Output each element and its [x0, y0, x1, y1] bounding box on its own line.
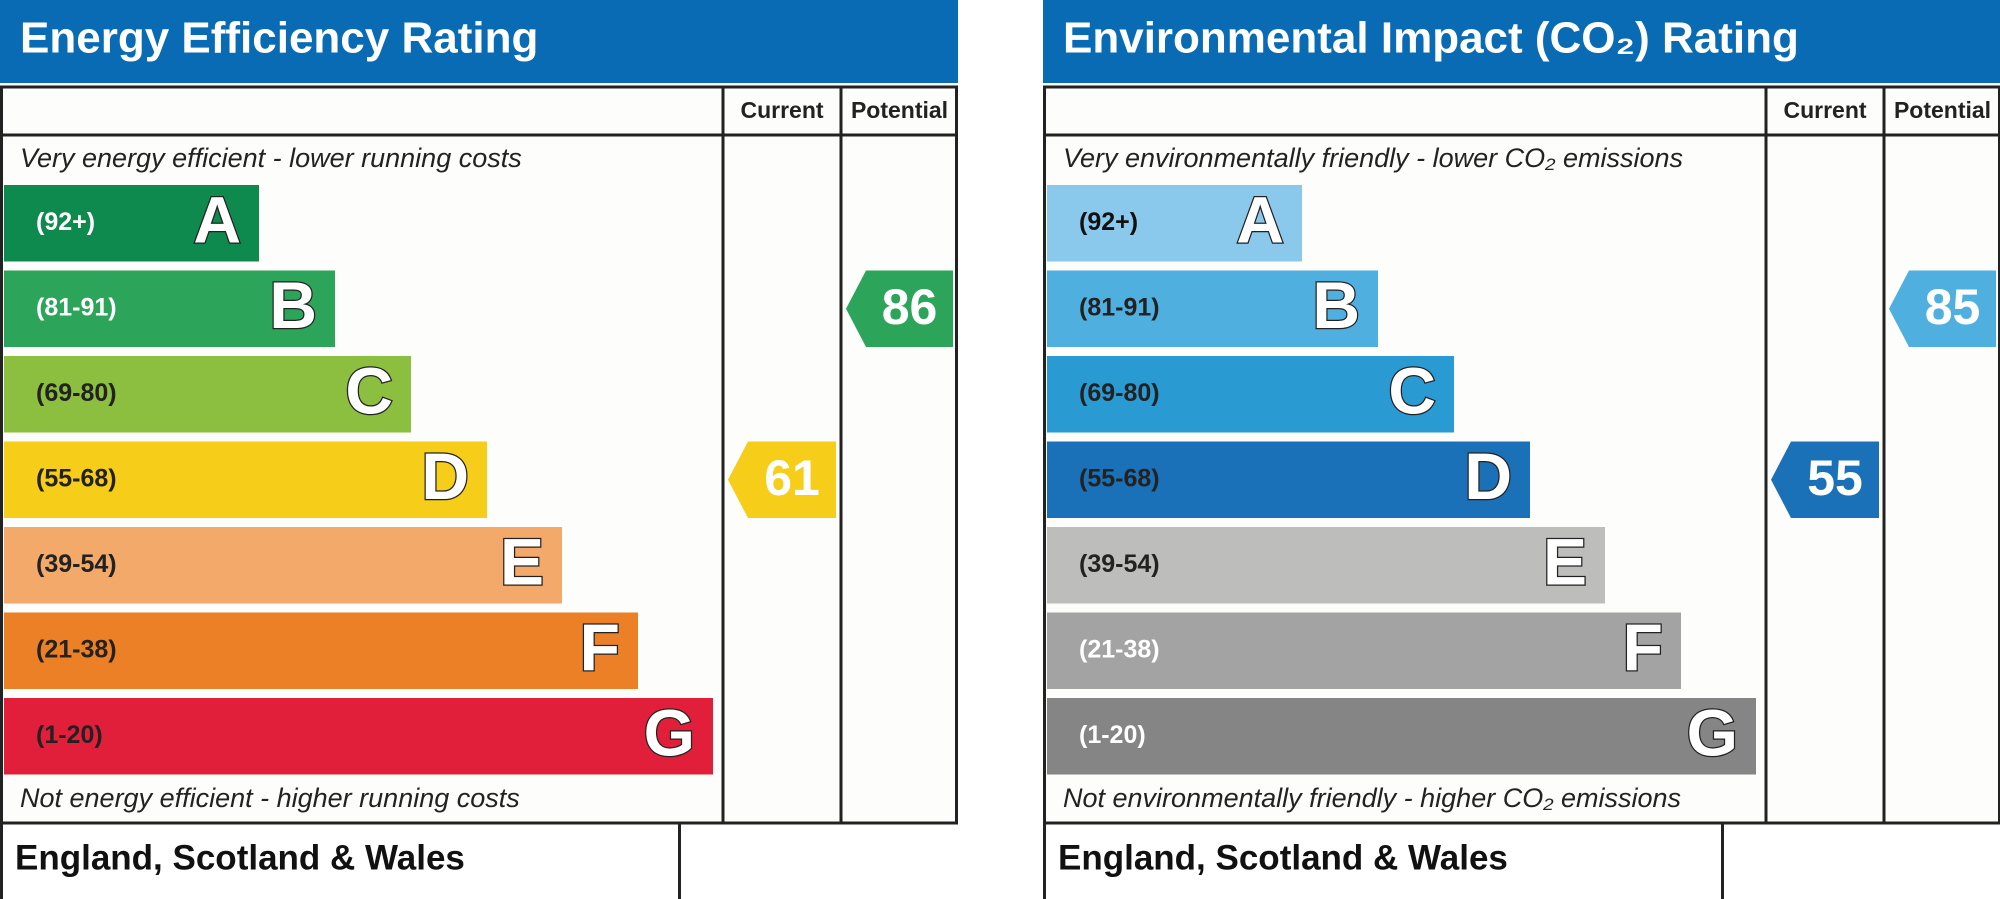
band-range: (39-54)	[1079, 550, 1160, 578]
band-letter: B	[1312, 268, 1360, 342]
band-range: (69-80)	[1079, 379, 1160, 407]
title-bar	[0, 0, 958, 83]
band-letter: A	[1236, 183, 1284, 257]
band-letter: B	[269, 268, 317, 342]
band-letter: C	[1388, 354, 1436, 428]
band	[1047, 612, 1681, 689]
band-range: (81-91)	[36, 293, 117, 321]
band-letter: C	[345, 354, 393, 428]
rating-arrow	[1771, 441, 1879, 518]
band	[1047, 185, 1302, 262]
title: Environmental Impact (CO₂) Rating	[1063, 14, 1799, 63]
band	[4, 185, 259, 262]
rating-value: 86	[882, 279, 938, 335]
column-header: Current	[1783, 97, 1866, 123]
footer: England, Scotland & Wales	[1058, 838, 1508, 877]
rating-arrow	[1889, 270, 1996, 347]
band-range: (81-91)	[1079, 293, 1160, 321]
top-label: Very environmentally friendly - lower CO…	[1063, 143, 1683, 173]
band-letter: A	[193, 183, 241, 257]
column-header: Potential	[1894, 97, 1991, 123]
band-range: (1-20)	[1079, 721, 1146, 749]
column-header: Current	[740, 97, 823, 123]
rating-value: 61	[764, 450, 820, 506]
band	[4, 527, 562, 604]
band-letter: F	[580, 610, 620, 684]
band-letter: D	[421, 439, 469, 513]
band-range: (69-80)	[36, 379, 117, 407]
band	[4, 270, 335, 347]
band	[4, 612, 638, 689]
footer-box	[1043, 821, 1724, 899]
rating-arrow	[728, 441, 836, 518]
band	[4, 356, 411, 433]
band	[1047, 356, 1454, 433]
column-header: Potential	[851, 97, 948, 123]
band	[4, 441, 487, 518]
band-range: (39-54)	[36, 550, 117, 578]
band-letter: D	[1464, 439, 1512, 513]
bottom-label: Not energy efficient - higher running co…	[20, 783, 520, 813]
title-bar	[1043, 0, 2000, 83]
band	[4, 698, 713, 775]
band	[1047, 698, 1756, 775]
top-label: Very energy efficient - lower running co…	[20, 143, 522, 173]
band-range: (55-68)	[1079, 464, 1160, 492]
band	[1047, 270, 1378, 347]
title: Energy Efficiency Rating	[20, 14, 538, 63]
band-range: (92+)	[1079, 208, 1138, 236]
band	[1047, 441, 1530, 518]
rating-value: 85	[1925, 279, 1981, 335]
footer: England, Scotland & Wales	[15, 838, 465, 877]
band-range: (92+)	[36, 208, 95, 236]
band-range: (1-20)	[36, 721, 103, 749]
band-range: (55-68)	[36, 464, 117, 492]
band	[1047, 527, 1605, 604]
band-letter: E	[500, 525, 544, 599]
band-letter: E	[1543, 525, 1587, 599]
band-letter: G	[1687, 696, 1738, 770]
bottom-label: Not environmentally friendly - higher CO…	[1063, 783, 1681, 813]
rating-value: 55	[1807, 450, 1863, 506]
footer-box	[0, 821, 681, 899]
band-letter: G	[644, 696, 695, 770]
band-range: (21-38)	[36, 635, 117, 663]
rating-arrow	[846, 270, 953, 347]
band-range: (21-38)	[1079, 635, 1160, 663]
band-letter: F	[1623, 610, 1663, 684]
